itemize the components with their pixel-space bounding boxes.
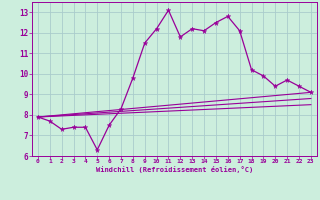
X-axis label: Windchill (Refroidissement éolien,°C): Windchill (Refroidissement éolien,°C) xyxy=(96,166,253,173)
